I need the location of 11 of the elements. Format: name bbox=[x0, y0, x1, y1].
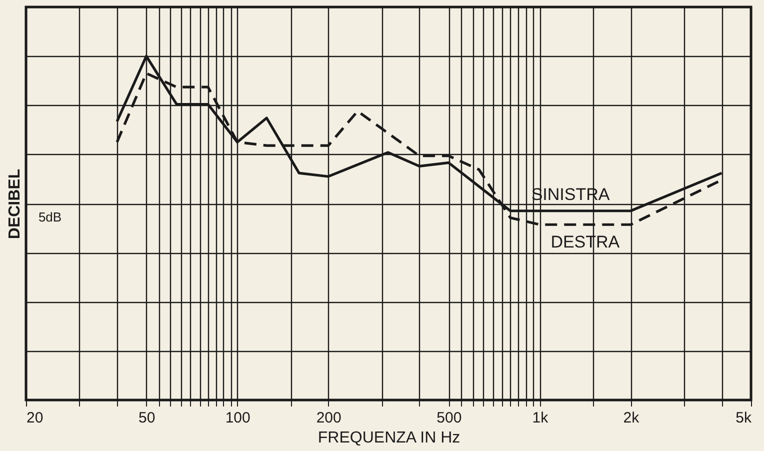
x-axis-title: FREQUENZA IN Hz bbox=[318, 430, 460, 446]
x-tick-label: 1k bbox=[532, 410, 549, 426]
x-tick-label: 5k bbox=[736, 410, 752, 426]
x-tick-label: 2k bbox=[623, 410, 640, 426]
x-tick-label: 20 bbox=[26, 410, 44, 426]
x-tick-label: 50 bbox=[138, 410, 156, 426]
y-axis-title: DECIBEL bbox=[6, 168, 24, 240]
annotation: 5dB bbox=[38, 209, 62, 224]
x-tick-label: 500 bbox=[436, 410, 462, 426]
x-tick-label: 200 bbox=[316, 410, 342, 426]
x-tick-label: 100 bbox=[225, 410, 250, 426]
